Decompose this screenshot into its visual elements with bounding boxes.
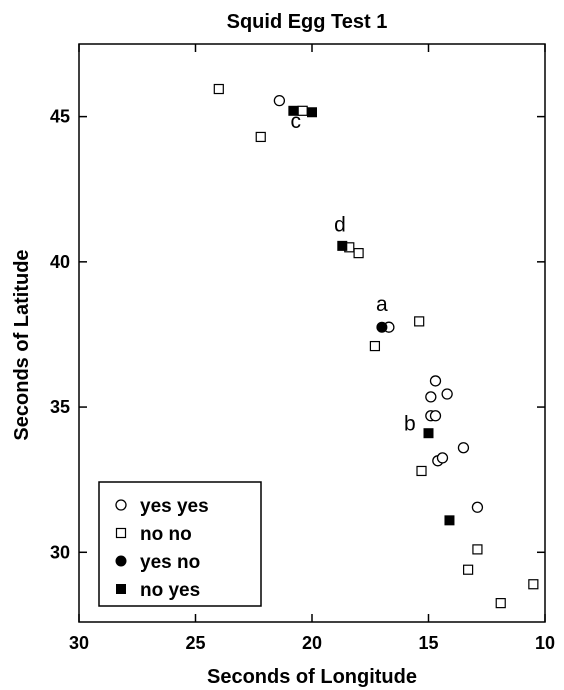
point-no-yes	[288, 105, 299, 116]
point-yes-yes	[429, 410, 442, 422]
point-yes-yes	[436, 452, 449, 464]
annotation-label: a	[376, 293, 388, 316]
annotation-label: b	[404, 412, 416, 435]
point-no-no	[353, 248, 364, 259]
x-tick-label: 25	[185, 633, 205, 653]
legend: yes yes no no yes no no yes	[98, 481, 262, 607]
annotation-label: c	[290, 110, 301, 133]
y-tick-label: 35	[50, 397, 70, 417]
x-tick-label: 15	[418, 633, 438, 653]
y-axis-ticks: 30 35 40 45	[50, 107, 545, 562]
y-tick-label: 45	[50, 107, 70, 127]
point-annotations: c d a b	[290, 110, 415, 435]
point-no-no	[414, 316, 425, 327]
chart-title: Squid Egg Test 1	[227, 11, 388, 33]
point-no-no	[472, 544, 483, 555]
legend-marker	[116, 584, 126, 594]
point-no-no	[255, 131, 266, 143]
point-no-yes	[307, 107, 317, 118]
legend-entry-label: yes yes	[140, 496, 209, 517]
x-tick-label: 30	[69, 633, 89, 653]
point-no-yes	[337, 240, 348, 251]
legend-entry-label: no no	[140, 524, 192, 545]
point-yes-yes	[441, 388, 453, 400]
point-yes-yes	[471, 501, 484, 513]
point-no-yes	[444, 515, 455, 526]
point-no-no	[416, 465, 427, 477]
point-no-no	[369, 340, 381, 352]
point-yes-yes	[273, 94, 286, 107]
point-yes-yes	[457, 442, 470, 454]
x-axis-label: Seconds of Longitude	[207, 666, 417, 688]
point-yes-yes	[429, 375, 442, 387]
point-no-no	[528, 579, 539, 590]
annotation-label: d	[334, 213, 346, 236]
point-no-no	[213, 83, 224, 95]
legend-entry-label: yes no	[140, 552, 200, 573]
y-tick-label: 40	[50, 252, 70, 272]
y-tick-label: 30	[50, 542, 70, 562]
legend-marker	[115, 555, 127, 567]
legend-marker	[115, 499, 127, 511]
x-axis-ticks: 30 25 20 15 10	[69, 44, 555, 653]
point-yes-no	[376, 321, 388, 333]
point-no-yes	[423, 428, 434, 439]
point-yes-yes	[425, 391, 437, 403]
y-axis-label: Seconds of Latitude	[11, 249, 33, 440]
point-no-no	[463, 564, 474, 575]
legend-entry-label: no yes	[140, 580, 200, 601]
legend-marker	[115, 527, 127, 539]
point-no-no	[495, 598, 506, 609]
data-points	[213, 83, 539, 609]
x-tick-label: 20	[302, 633, 322, 653]
x-tick-label: 10	[535, 633, 555, 653]
